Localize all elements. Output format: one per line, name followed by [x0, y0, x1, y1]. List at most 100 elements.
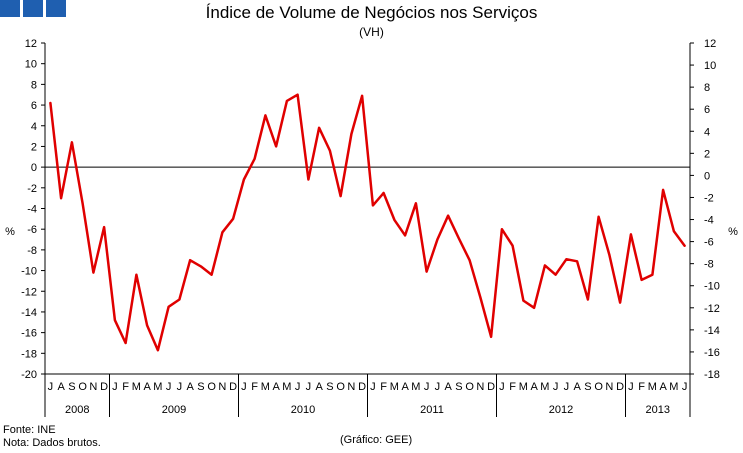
data-point: [501, 228, 503, 230]
x-tick-label-month: M: [519, 381, 528, 393]
data-point: [221, 231, 224, 234]
data-point: [243, 178, 245, 181]
x-tick-label-month: A: [57, 381, 65, 393]
data-point: [565, 258, 568, 260]
data-point: [522, 299, 525, 302]
x-tick-label-month: D: [100, 381, 108, 393]
x-tick-label-month: M: [669, 381, 678, 393]
x-tick-label-year: 2009: [162, 404, 186, 416]
x-tick-label-month: S: [197, 381, 204, 393]
x-tick-label-month: N: [89, 381, 97, 393]
logo-square-1: [0, 0, 20, 17]
y-axis-label-right: %: [728, 226, 738, 238]
x-tick-label-month: J: [370, 381, 376, 393]
data-point: [576, 260, 578, 263]
x-tick-label-month: J: [295, 381, 301, 393]
data-point: [468, 259, 471, 262]
data-point: [554, 273, 557, 276]
x-tick-label-year: 2010: [291, 404, 315, 416]
data-point: [296, 93, 299, 96]
data-point: [71, 141, 73, 144]
data-point: [404, 234, 406, 237]
data-point: [103, 226, 105, 228]
logo-square-3: [46, 0, 66, 17]
x-tick-label-month: O: [594, 381, 603, 393]
data-point: [81, 202, 84, 205]
y-tick-label-right: 2: [704, 148, 710, 160]
x-tick-label-month: A: [143, 381, 151, 393]
data-point: [683, 244, 686, 247]
x-tick-label-month: M: [648, 381, 657, 393]
data-point: [597, 215, 600, 218]
y-tick-label-left: 8: [31, 79, 37, 91]
y-tick-label-left: -12: [21, 286, 37, 298]
data-point: [425, 270, 428, 273]
data-point: [640, 279, 643, 281]
data-point: [232, 218, 234, 220]
data-point: [253, 158, 256, 160]
data-point: [533, 307, 535, 309]
x-tick-label-month: O: [336, 381, 345, 393]
data-point: [329, 149, 331, 152]
x-tick-label-month: J: [241, 381, 247, 393]
y-tick-label-left: 2: [31, 141, 37, 153]
y-tick-label-left: 0: [31, 162, 37, 174]
logo-square-2: [23, 0, 43, 17]
x-tick-label-year: 2013: [646, 404, 670, 416]
data-point: [361, 94, 363, 97]
data-point: [651, 273, 654, 276]
data-point: [167, 305, 170, 308]
data-point: [307, 178, 310, 181]
x-tick-label-month: J: [435, 381, 441, 393]
x-tick-label-month: D: [616, 381, 624, 393]
x-tick-label-year: 2012: [549, 404, 573, 416]
data-point: [124, 342, 127, 344]
x-tick-label-year: 2011: [420, 404, 444, 416]
data-point: [189, 259, 191, 262]
chart-credit: (Gráfico: GEE): [340, 434, 413, 446]
y-tick-label-right: -10: [704, 281, 720, 293]
data-point: [608, 254, 611, 256]
x-tick-label-month: N: [476, 381, 484, 393]
data-point: [673, 230, 675, 233]
data-point: [479, 296, 482, 299]
data-point: [114, 319, 116, 322]
data-point: [264, 114, 267, 117]
x-tick-label-month: J: [564, 381, 570, 393]
data-point: [157, 349, 159, 352]
x-tick-label-month: A: [444, 381, 452, 393]
x-tick-label-month: D: [487, 381, 495, 393]
x-tick-label-month: A: [272, 381, 280, 393]
x-tick-label-month: N: [218, 381, 226, 393]
data-point: [458, 237, 460, 240]
y-tick-label-left: -20: [21, 369, 37, 381]
x-tick-label-month: A: [659, 381, 667, 393]
x-tick-label-month: O: [465, 381, 474, 393]
y-axis-label-left: %: [5, 226, 15, 238]
x-tick-label-month: F: [380, 381, 387, 393]
y-tick-label-right: -8: [704, 259, 714, 271]
x-tick-label-month: N: [605, 381, 613, 393]
x-tick-label-month: O: [78, 381, 87, 393]
data-point: [275, 145, 277, 148]
x-tick-label-month: S: [68, 381, 75, 393]
x-tick-label-month: A: [573, 381, 581, 393]
x-tick-label-month: J: [628, 381, 634, 393]
x-tick-label-month: S: [584, 381, 591, 393]
y-tick-label-left: -6: [27, 224, 37, 236]
data-point: [382, 192, 385, 194]
brand-logo: [0, 0, 66, 17]
x-tick-label-month: M: [411, 381, 420, 393]
x-tick-label-month: A: [530, 381, 538, 393]
data-point: [662, 189, 664, 191]
y-tick-label-left: -10: [21, 266, 37, 278]
x-tick-label-month: M: [282, 381, 291, 393]
x-tick-label-month: M: [261, 381, 270, 393]
y-tick-label-left: -2: [27, 183, 37, 195]
data-point: [544, 264, 546, 267]
data-point: [200, 265, 202, 268]
y-tick-label-right: -14: [704, 325, 720, 337]
data-point: [135, 273, 138, 276]
y-tick-label-left: 10: [25, 59, 37, 71]
